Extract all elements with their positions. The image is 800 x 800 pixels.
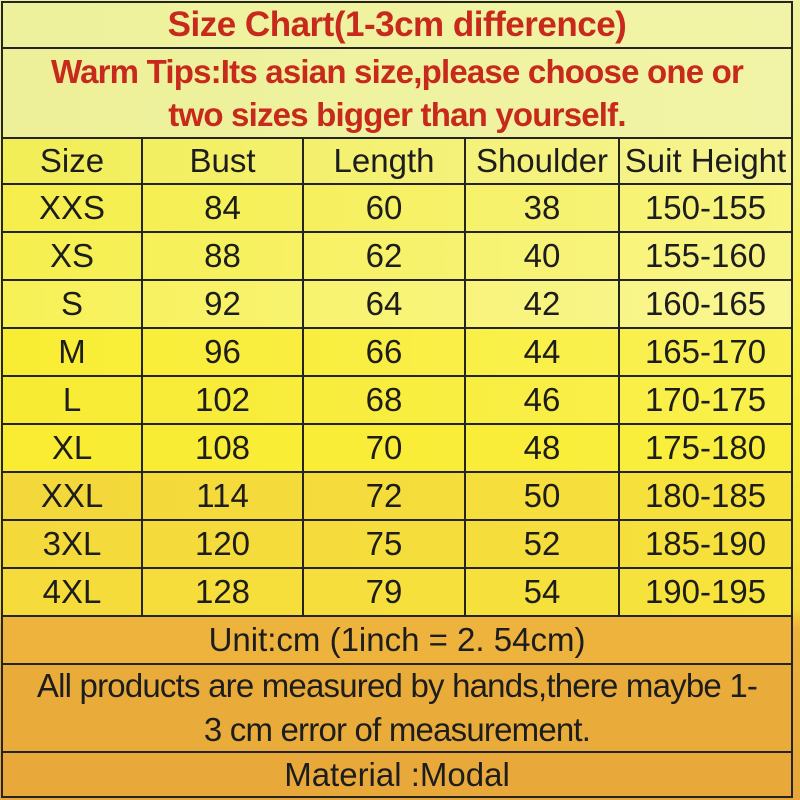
value-cell: 40 xyxy=(464,233,618,279)
table-row: XS 88 62 40 155-160 xyxy=(3,231,791,279)
value-cell: 70 xyxy=(302,425,464,471)
table-header-row: Size Bust Length Shoulder Suit Height xyxy=(3,137,791,183)
value-cell: 68 xyxy=(302,377,464,423)
size-cell: 3XL xyxy=(42,525,102,562)
value-cell: 190-195 xyxy=(618,569,791,615)
table-row: 4XL 128 79 54 190-195 xyxy=(3,567,791,615)
material-note: Material :Modal xyxy=(3,751,791,796)
value-cell: 42 xyxy=(464,281,618,327)
value-cell: 128 xyxy=(141,569,302,615)
size-cell: XXL xyxy=(40,477,104,514)
value-cell: 150-155 xyxy=(618,185,791,231)
value-cell: 48 xyxy=(464,425,618,471)
value-cell: 96 xyxy=(141,329,302,375)
size-cell: 4XL xyxy=(42,573,102,610)
value-cell: 160-165 xyxy=(618,281,791,327)
table-body: XXS 84 60 38 150-155 XS 88 62 40 155-160 S 92 64 42 16… xyxy=(3,183,791,615)
size-cell: XS xyxy=(49,237,95,274)
page-title: Size Chart(1-3cm difference) xyxy=(3,3,791,47)
value-cell: 60 xyxy=(302,185,464,231)
header-cell-suit-height: Suit Height xyxy=(618,139,791,183)
value-cell: 66 xyxy=(302,329,464,375)
measurement-note-line-2: 3 cm error of measurement. xyxy=(203,711,591,748)
value-cell: 44 xyxy=(464,329,618,375)
value-cell: 108 xyxy=(141,425,302,471)
table-row: XL 108 70 48 175-180 xyxy=(3,423,791,471)
header-cell-length: Length xyxy=(302,139,464,183)
value-cell: 46 xyxy=(464,377,618,423)
table-row: S 92 64 42 160-165 xyxy=(3,279,791,327)
value-cell: 170-175 xyxy=(618,377,791,423)
size-cell: XXS xyxy=(38,189,106,226)
value-cell: 84 xyxy=(141,185,302,231)
value-cell: 114 xyxy=(141,473,302,519)
table-row: XXL 114 72 50 180-185 xyxy=(3,471,791,519)
value-cell: 54 xyxy=(464,569,618,615)
header-cell-shoulder: Shoulder xyxy=(464,139,618,183)
value-cell: 64 xyxy=(302,281,464,327)
value-cell: 102 xyxy=(141,377,302,423)
unit-note: Unit:cm (1inch = 2. 54cm) xyxy=(3,615,791,663)
size-cell: XL xyxy=(51,429,93,466)
value-cell: 72 xyxy=(302,473,464,519)
value-cell: 180-185 xyxy=(618,473,791,519)
value-cell: 120 xyxy=(141,521,302,567)
warm-tips-line-1: Warm Tips:Its asian size,please choose o… xyxy=(50,53,744,90)
unit-note-text: Unit:cm (1inch = 2. 54cm) xyxy=(208,621,586,658)
table-row: 3XL 120 75 52 185-190 xyxy=(3,519,791,567)
size-cell: S xyxy=(60,285,83,322)
value-cell: 185-190 xyxy=(618,521,791,567)
value-cell: 50 xyxy=(464,473,618,519)
page-title-text: Size Chart(1-3cm difference) xyxy=(167,5,627,44)
measurement-note: All products are measured by hands,there… xyxy=(3,663,791,751)
value-cell: 79 xyxy=(302,569,464,615)
header-cell-size: Size xyxy=(39,142,105,179)
value-cell: 88 xyxy=(141,233,302,279)
material-note-text: Material :Modal xyxy=(284,755,510,793)
size-cell: M xyxy=(58,333,86,370)
value-cell: 175-180 xyxy=(618,425,791,471)
table-row: XXS 84 60 38 150-155 xyxy=(3,183,791,231)
table-row: M 96 66 44 165-170 xyxy=(3,327,791,375)
value-cell: 155-160 xyxy=(618,233,791,279)
measurement-note-line-1: All products are measured by hands,there… xyxy=(36,667,758,704)
size-cell: L xyxy=(62,381,82,418)
value-cell: 165-170 xyxy=(618,329,791,375)
value-cell: 52 xyxy=(464,521,618,567)
table-row: L 102 68 46 170-175 xyxy=(3,375,791,423)
header-cell-bust: Bust xyxy=(141,139,302,183)
value-cell: 62 xyxy=(302,233,464,279)
warm-tips: Warm Tips:Its asian size,please choose o… xyxy=(3,47,791,137)
warm-tips-line-2: two sizes bigger than yourself. xyxy=(168,96,626,133)
value-cell: 75 xyxy=(302,521,464,567)
value-cell: 38 xyxy=(464,185,618,231)
value-cell: 92 xyxy=(141,281,302,327)
